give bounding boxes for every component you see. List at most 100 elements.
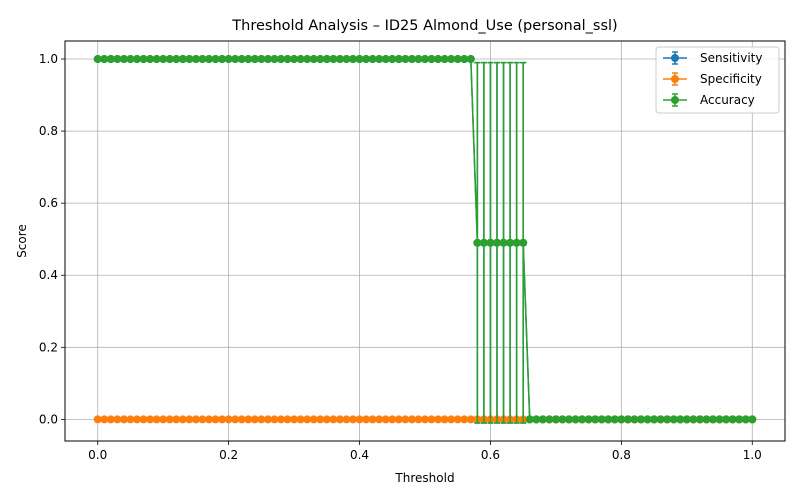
legend-swatch-marker (671, 96, 679, 104)
data-point (643, 415, 652, 424)
x-tick-label: 0.6 (481, 448, 500, 462)
data-point (493, 238, 501, 247)
plot-frame (64, 40, 786, 442)
y-tick-label: 0.6 (39, 196, 58, 210)
data-point (100, 55, 109, 64)
data-point (303, 55, 312, 64)
data-point (427, 55, 436, 64)
data-point (447, 415, 456, 424)
data-point (538, 415, 547, 424)
data-point (113, 415, 122, 424)
x-tick-label: 0.0 (88, 448, 107, 462)
data-point (198, 415, 207, 424)
data-point (466, 415, 475, 424)
data-point (519, 238, 528, 247)
data-point (224, 415, 233, 424)
data-point (375, 55, 384, 64)
legend-label: Sensitivity (700, 51, 762, 65)
data-point (139, 415, 148, 424)
data-point (218, 415, 227, 424)
data-point (440, 415, 449, 424)
data-point (224, 55, 233, 64)
data-point (735, 415, 744, 424)
data-point (545, 415, 554, 424)
ticks: 0.0 0.2 0.4 0.6 0.8 1.0 0.0 0.2 0.4 0.6 0.8 1.0 (39, 52, 762, 462)
data-point (165, 415, 174, 424)
data-point (185, 415, 194, 424)
x-tick-label: 0.4 (350, 448, 369, 462)
data-point (349, 415, 357, 424)
data-point (126, 55, 135, 64)
data-point (277, 415, 285, 424)
x-tick-label: 0.2 (219, 448, 238, 462)
data-point (244, 55, 253, 64)
data-point (296, 415, 305, 424)
legend-item: Sensitivity (663, 51, 762, 65)
data-point (453, 55, 462, 64)
data-point (335, 55, 344, 64)
data-point (401, 415, 410, 424)
data-point (316, 55, 325, 64)
data-point (205, 55, 213, 64)
data-point (407, 415, 416, 424)
data-point (473, 238, 482, 247)
legend: Sensitivity Specificity Accuracy (655, 46, 780, 114)
data-point (244, 415, 253, 424)
data-point (571, 415, 580, 424)
data-point (434, 55, 443, 64)
series-accuracy (93, 55, 757, 424)
data-point (388, 55, 397, 64)
legend-box (655, 46, 780, 114)
data-point (218, 55, 227, 64)
data-point (231, 415, 240, 424)
legend-label: Specificity (700, 72, 762, 86)
data-point (702, 415, 711, 424)
data-point (453, 415, 462, 424)
legend-label: Accuracy (700, 93, 755, 107)
data-point (349, 55, 357, 64)
data-point (421, 415, 429, 424)
data-point (741, 415, 750, 424)
data-point (663, 415, 672, 424)
data-point (394, 55, 403, 64)
data-point (342, 415, 351, 424)
data-point (185, 55, 194, 64)
chart-title: Threshold Analysis – ID25 Almond_Use (pe… (231, 18, 617, 34)
data-point (355, 55, 364, 64)
data-point (303, 415, 312, 424)
data-point (407, 55, 416, 64)
data-point (650, 415, 659, 424)
data-point (637, 415, 645, 424)
data-point (440, 55, 449, 64)
data-point (525, 415, 534, 424)
data-point (460, 55, 469, 64)
data-point (414, 55, 423, 64)
data-point (211, 415, 220, 424)
data-point (388, 415, 397, 424)
data-point (532, 415, 541, 424)
data-point (290, 55, 299, 64)
data-point (584, 415, 593, 424)
data-point (368, 415, 377, 424)
data-point (263, 415, 272, 424)
data-point (172, 55, 181, 64)
data-point (133, 55, 141, 64)
data-point (368, 55, 377, 64)
data-point (316, 415, 325, 424)
data-point (715, 415, 724, 424)
data-point (270, 415, 279, 424)
data-point (133, 415, 141, 424)
data-point (191, 55, 200, 64)
data-point (296, 55, 305, 64)
data-point (277, 55, 285, 64)
data-point (512, 238, 521, 247)
data-point (669, 415, 678, 424)
data-point (139, 55, 148, 64)
data-point (591, 415, 600, 424)
y-tick-label: 0.2 (39, 340, 58, 354)
data-point (479, 238, 488, 247)
data-point (375, 415, 384, 424)
data-point (689, 415, 698, 424)
data-point (728, 415, 737, 424)
data-point (682, 415, 691, 424)
